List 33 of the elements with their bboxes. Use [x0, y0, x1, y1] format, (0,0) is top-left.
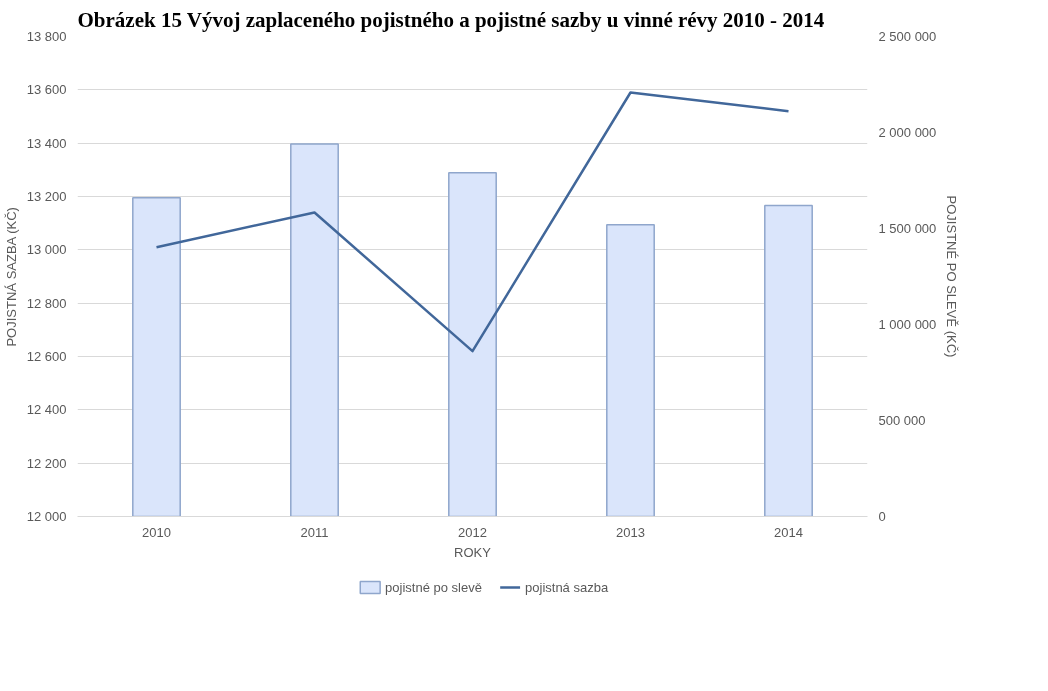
- bar: [132, 197, 181, 517]
- y-tick-label: 13 000: [26, 242, 67, 258]
- legend-label: pojistná sazba: [525, 580, 609, 595]
- bar: [764, 204, 813, 517]
- x-tick-label: 2010: [142, 524, 171, 540]
- y-tick-label: 13 400: [26, 135, 67, 151]
- bar: [290, 143, 339, 517]
- y-tick-label: 12 000: [26, 509, 67, 524]
- y2-tick-label: 1 500 000: [878, 221, 937, 236]
- y-tick-label: 12 800: [26, 295, 67, 311]
- y-tick-label: 13 600: [26, 82, 67, 98]
- y-tick-label: 12 200: [26, 455, 67, 471]
- y2-tick-label: 2 000 000: [878, 125, 937, 140]
- x-tick-label: 2014: [774, 524, 803, 540]
- legend-label: pojistné po slevě: [385, 580, 482, 595]
- chart-title: Obrázek 15 Vývoj zaplaceného pojistného a pojistné sazby u vinné révy 2010 - 2014: [77, 7, 825, 32]
- bar: [448, 172, 497, 517]
- y2-axis-title: POJISTNÉ PO SLEVĚ (KČ): [944, 195, 960, 358]
- y-tick-label: 13 200: [26, 189, 67, 204]
- y2-tick-label: 0: [878, 509, 886, 524]
- y2-tick-label: 2 500 000: [878, 29, 937, 44]
- bar: [606, 223, 655, 517]
- x-axis-title: ROKY: [454, 544, 492, 560]
- y2-tick-label: 1 000 000: [878, 317, 937, 332]
- x-tick-label: 2012: [458, 524, 487, 540]
- y-tick-label: 12 600: [26, 349, 67, 364]
- y-tick-label: 12 400: [26, 402, 67, 418]
- line-series: [155, 91, 790, 353]
- y2-tick-label: 500 000: [878, 413, 926, 428]
- x-tick-label: 2013: [616, 524, 645, 540]
- y-axis-title: POJISTNÁ SAZBA (KČ): [3, 207, 19, 347]
- x-tick-label: 2011: [300, 524, 329, 540]
- y-tick-label: 13 800: [26, 29, 67, 44]
